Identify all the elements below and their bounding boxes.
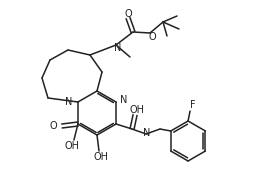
Text: N: N [64, 97, 72, 107]
Text: N: N [114, 43, 122, 53]
Text: OH: OH [129, 105, 145, 115]
Text: OH: OH [93, 152, 109, 162]
Text: O: O [49, 121, 57, 131]
Text: O: O [148, 32, 156, 42]
Text: O: O [124, 9, 132, 19]
Text: OH: OH [64, 141, 80, 151]
Text: N: N [143, 128, 151, 138]
Text: F: F [190, 100, 196, 110]
Text: N: N [120, 95, 128, 105]
